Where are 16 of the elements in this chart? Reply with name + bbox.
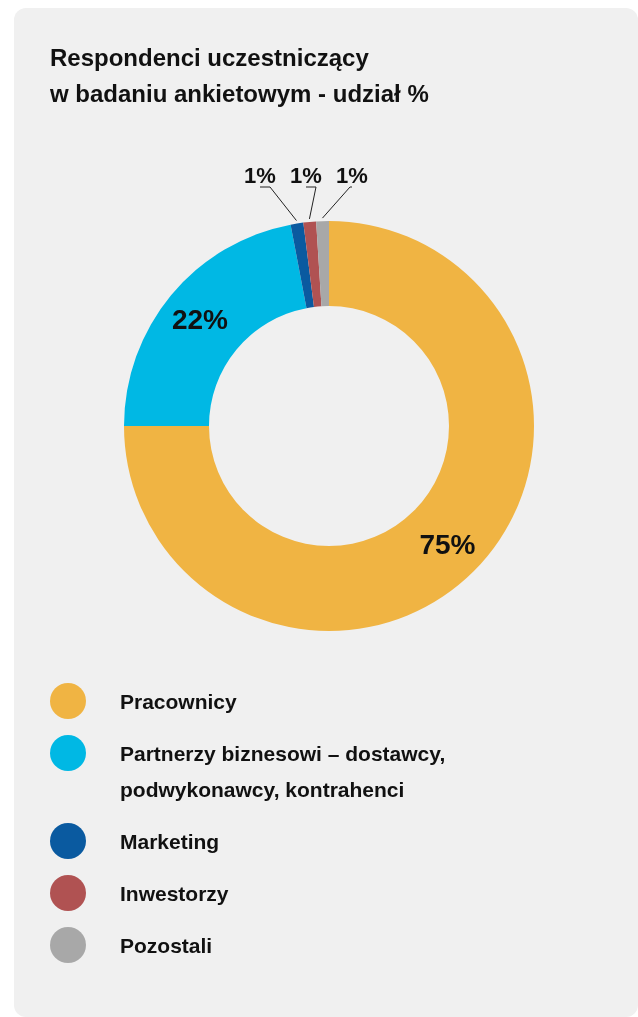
donut-slice (290, 222, 314, 309)
data-label: 1% (290, 162, 322, 188)
legend-label: Pracownicy (120, 689, 238, 713)
data-label: 1% (336, 162, 368, 188)
data-label: 75% (419, 528, 476, 560)
data-label: 1% (244, 162, 276, 188)
legend-label: Marketing (120, 829, 220, 853)
legend-label: Partnerzy biznesowi – dostawcy, podwykonawcy, kontrahenci (120, 741, 446, 801)
donut-slice (124, 224, 307, 426)
legend-label: Inwestorzy (120, 881, 229, 905)
donut-slice (124, 221, 534, 631)
legend-label: Pozostali (120, 933, 213, 957)
data-label: 22% (171, 303, 229, 335)
donut-slice (316, 221, 329, 307)
chart-title: Respondenci uczestniczący w badaniu ankietowym - udział % (49, 44, 429, 107)
donut-slice (303, 221, 322, 307)
